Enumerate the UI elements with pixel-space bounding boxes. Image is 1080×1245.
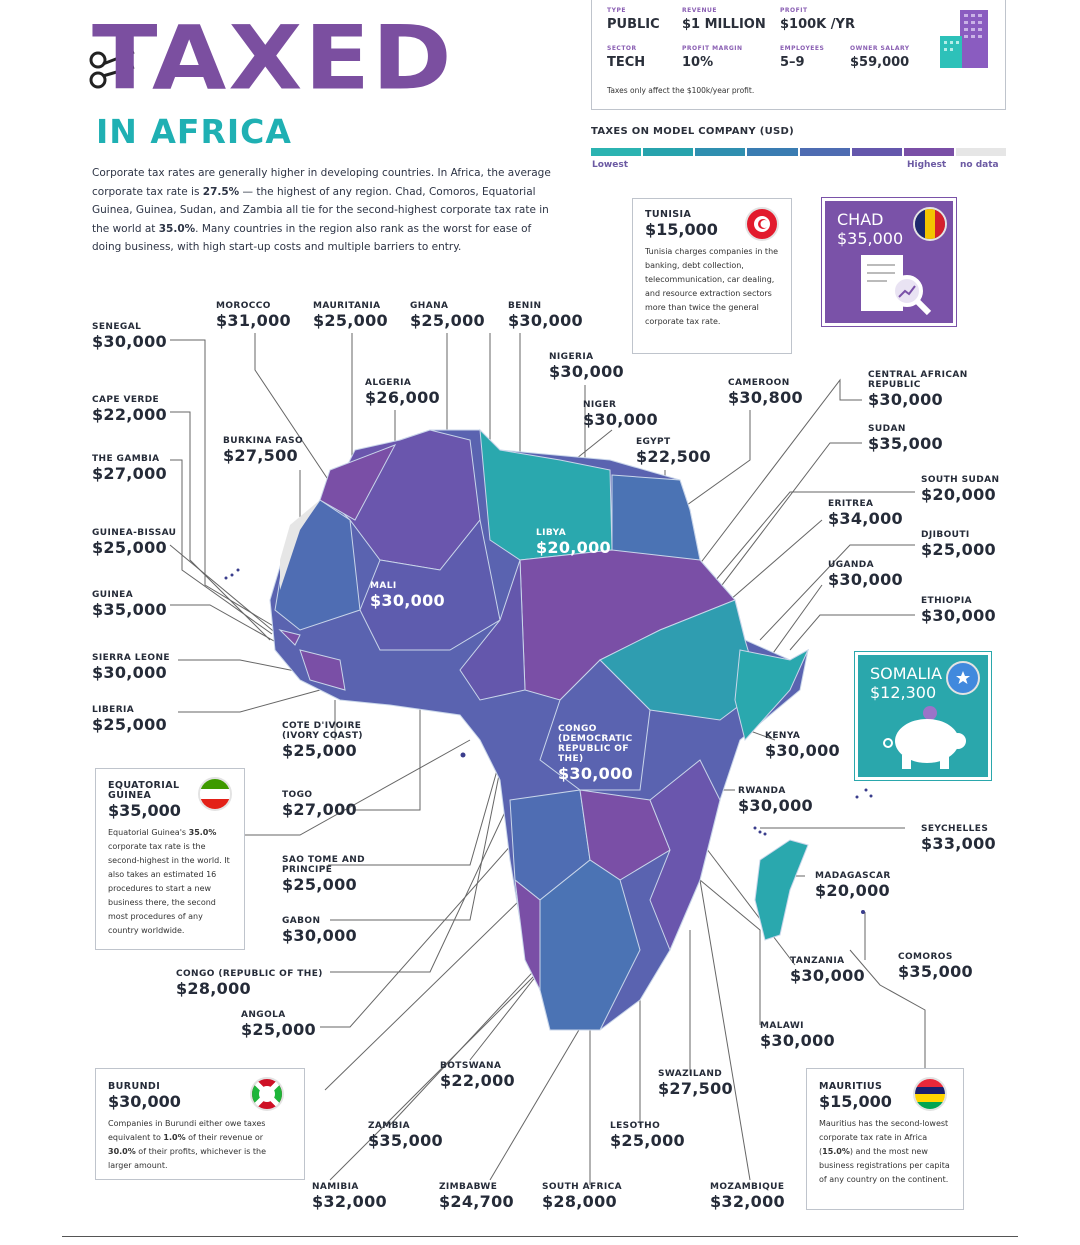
intro-paragraph: Corporate tax rates are generally higher… xyxy=(92,167,551,253)
legend-swatch xyxy=(695,148,746,156)
field-type: TYPE PUBLIC xyxy=(607,7,660,32)
mauritius-flag-icon xyxy=(913,1077,947,1111)
piggy-bank-icon xyxy=(882,703,972,777)
label-gabon: GABON $30,000 xyxy=(282,916,357,945)
legend-no-data: no data xyxy=(960,160,999,170)
label-ghana: GHANA $25,000 xyxy=(410,301,485,330)
legend-swatch xyxy=(591,148,642,156)
label-libya: LIBYA $20,000 xyxy=(536,528,611,557)
label-kenya: KENYA $30,000 xyxy=(765,731,840,760)
callout-somalia: SOMALIA $12,300 xyxy=(854,651,992,781)
label-rwanda: RWANDA $30,000 xyxy=(738,786,813,815)
label-zimbabwe: ZIMBABWE $24,700 xyxy=(439,1182,514,1211)
label-angola: ANGOLA $25,000 xyxy=(241,1010,316,1039)
field-sector: SECTOR TECH xyxy=(607,45,646,70)
field-profit-margin: PROFIT MARGIN 10% xyxy=(682,45,743,70)
scissors-icon xyxy=(86,22,136,92)
label-djibouti: DJIBOUTI $25,000 xyxy=(921,530,996,559)
legend-highest: Highest xyxy=(907,160,947,170)
label-liberia: LIBERIA $25,000 xyxy=(92,705,167,734)
label-morocco: MOROCCO $31,000 xyxy=(216,301,291,330)
label-comoros: COMOROS $35,000 xyxy=(898,952,973,981)
label-nigeria: NIGERIA $30,000 xyxy=(549,352,624,381)
label-zambia: ZAMBIA $35,000 xyxy=(368,1121,443,1150)
label-congo: CONGO (REPUBLIC OF THE) $28,000 xyxy=(176,969,323,998)
label-sudan: SUDAN $35,000 xyxy=(868,424,943,453)
label-south-sudan: SOUTH SUDAN $20,000 xyxy=(921,475,1000,504)
legend-swatch xyxy=(903,148,954,156)
label-madagascar: MADAGASCAR $20,000 xyxy=(815,871,891,900)
country-shapes xyxy=(269,428,810,1031)
callout-mauritius: MAURITIUS $15,000 Mauritius has the seco… xyxy=(806,1068,964,1210)
field-employees: EMPLOYEES 5–9 xyxy=(780,45,825,70)
legend-bar xyxy=(591,148,1006,156)
label-namibia: NAMIBIA $32,000 xyxy=(312,1182,387,1211)
label-mozambique: MOZAMBIQUE $32,000 xyxy=(710,1182,785,1211)
label-botswana: BOTSWANA $22,000 xyxy=(440,1061,515,1090)
label-algeria: ALGERIA $26,000 xyxy=(365,378,440,407)
label-guinea-bissau: GUINEA-BISSAU $25,000 xyxy=(92,528,177,557)
label-sierra-leone: SIERRA LEONE $30,000 xyxy=(92,653,170,682)
label-south-africa: SOUTH AFRICA $28,000 xyxy=(542,1182,623,1211)
label-central-african-republic: CENTRAL AFRICAN REPUBLIC $30,000 xyxy=(868,370,968,409)
callout-chad: CHAD $35,000 xyxy=(821,197,957,327)
page-subtitle: IN AFRICA xyxy=(96,112,292,151)
label-malawi: MALAWI $30,000 xyxy=(760,1021,835,1050)
model-note: Taxes only affect the $100k/year profit. xyxy=(607,86,755,95)
legend-swatch xyxy=(747,148,798,156)
legend-swatch xyxy=(643,148,694,156)
label-eritrea: ERITREA $34,000 xyxy=(828,499,903,528)
legend-swatch xyxy=(799,148,850,156)
page-title: TAXED xyxy=(92,6,454,110)
callout-equatorial-guinea: EQUATORIAL GUINEA $35,000 Equatorial Gui… xyxy=(95,768,245,950)
label-cape-verde: CAPE VERDE $22,000 xyxy=(92,395,167,424)
somalia-flag-icon xyxy=(946,661,980,695)
label-ethiopia: ETHIOPIA $30,000 xyxy=(921,596,996,625)
label-cameroon: CAMEROON $30,800 xyxy=(728,378,803,407)
building-icon xyxy=(936,8,992,74)
label-seychelles: SEYCHELLES $33,000 xyxy=(921,824,996,853)
label-tanzania: TANZANIA $30,000 xyxy=(790,956,865,985)
bottom-divider xyxy=(62,1236,1018,1237)
label-the-gambia: THE GAMBIA $27,000 xyxy=(92,454,167,483)
label-lesotho: LESOTHO $25,000 xyxy=(610,1121,685,1150)
model-company-box: TYPE PUBLIC REVENUE $1 MILLION PROFIT $100K… xyxy=(591,0,1006,110)
field-profit: PROFIT $100K /YR xyxy=(780,7,855,32)
tunisia-flag-icon xyxy=(745,207,779,241)
label-drc: CONGO (DEMOCRATIC REPUBLIC OF THE) $30,00… xyxy=(558,724,633,783)
label-togo: TOGO $27,000 xyxy=(282,790,357,819)
label-swaziland: SWAZILAND $27,500 xyxy=(658,1069,733,1098)
label-senegal: SENEGAL $30,000 xyxy=(92,322,167,351)
legend-swatch xyxy=(851,148,902,156)
label-sao-tome: SAO TOME AND PRINCIPE $25,000 xyxy=(282,855,366,894)
label-egypt: EGYPT $22,500 xyxy=(636,437,711,466)
label-burkina-faso: BURKINA FASO $27,500 xyxy=(223,436,304,465)
legend-title: TAXES ON MODEL COMPANY (USD) xyxy=(591,126,794,137)
legend-lowest: Lowest xyxy=(592,160,628,170)
field-revenue: REVENUE $1 MILLION xyxy=(682,7,766,32)
label-uganda: UGANDA $30,000 xyxy=(828,560,903,589)
callout-burundi: BURUNDI $30,000 Companies in Burundi eit… xyxy=(95,1068,305,1180)
legend-swatch xyxy=(955,148,1006,156)
equatorial-guinea-flag-icon xyxy=(198,777,232,811)
document-magnifier-icon xyxy=(855,251,935,325)
label-mali: MALI $30,000 xyxy=(370,581,445,610)
callout-tunisia: TUNISIA $15,000 Tunisia charges companie… xyxy=(632,198,792,354)
label-mauritania: MAURITANIA $25,000 xyxy=(313,301,388,330)
chad-flag-icon xyxy=(913,207,947,241)
label-benin: BENIN $30,000 xyxy=(508,301,583,330)
burundi-flag-icon xyxy=(250,1077,284,1111)
label-niger: NIGER $30,000 xyxy=(583,400,658,429)
label-guinea: GUINEA $35,000 xyxy=(92,590,167,619)
label-cote-divoire: COTE D'IVOIRE (IVORY COAST) $25,000 xyxy=(282,721,363,760)
field-owner-salary: OWNER SALARY $59,000 xyxy=(850,45,910,70)
